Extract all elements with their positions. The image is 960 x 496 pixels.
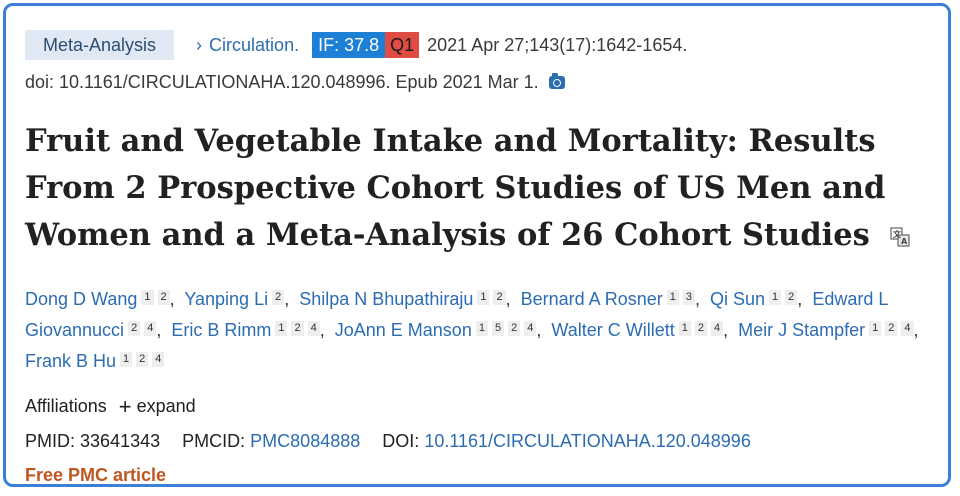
chevron-right-icon: › (196, 34, 203, 55)
doi-epub-text: doi: 10.1161/CIRCULATIONAHA.120.048996. … (25, 71, 539, 92)
doi-row: doi: 10.1161/CIRCULATIONAHA.120.048996. … (25, 70, 565, 94)
affiliation-ref[interactable]: 1 (666, 290, 679, 305)
author-entry: Edward L Giovannucci 2 4, (25, 289, 888, 340)
author-link[interactable]: Dong D Wang (25, 289, 138, 309)
identifier-row: PMID: 33641343 PMCID: PMC8084888 DOI: 10… (25, 431, 751, 452)
author-entry: JoAnn E Manson 1 5 2 4, (335, 320, 547, 340)
affiliation-ref[interactable]: 1 (141, 290, 154, 305)
article-title: Fruit and Vegetable Intake and Mortality… (25, 118, 935, 259)
affiliation-ref[interactable]: 4 (307, 321, 320, 336)
pmid-label: PMID: (25, 431, 76, 451)
author-separator: , (723, 320, 729, 340)
affiliation-ref[interactable]: 4 (152, 352, 165, 367)
author-entry: Bernard A Rosner 1 3, (521, 289, 705, 309)
author-link[interactable]: Yanping Li (184, 289, 269, 309)
impact-factor-badge: IF: 37.8 (312, 32, 386, 58)
author-separator: , (913, 320, 919, 340)
pmcid-label: PMCID: (182, 431, 246, 451)
author-link[interactable]: Eric B Rimm (171, 320, 272, 340)
affiliation-ref[interactable]: 4 (901, 321, 914, 336)
translate-icon[interactable]: 文 A (890, 227, 911, 247)
author-separator: , (536, 320, 542, 340)
affiliation-ref[interactable]: 1 (475, 321, 488, 336)
affiliation-ref[interactable]: 2 (785, 290, 798, 305)
svg-text:A: A (901, 237, 908, 246)
author-separator: , (797, 289, 803, 309)
author-entry: Dong D Wang 1 2, (25, 289, 180, 309)
affiliations-toggle[interactable]: Affiliations + expand (25, 393, 196, 419)
author-link[interactable]: Bernard A Rosner (520, 289, 663, 309)
author-separator: , (284, 289, 290, 309)
author-separator: , (694, 289, 700, 309)
affiliation-ref[interactable]: 4 (144, 321, 157, 336)
camera-icon[interactable] (548, 72, 565, 89)
author-entry: Walter C Willett 1 2 4, (551, 320, 733, 340)
plus-icon: + (118, 393, 132, 419)
pmcid-link[interactable]: PMC8084888 (250, 431, 361, 451)
affiliation-ref[interactable]: 2 (508, 321, 521, 336)
affiliation-ref[interactable]: 3 (682, 290, 695, 305)
affiliations-label: Affiliations (25, 396, 107, 416)
author-link[interactable]: Frank B Hu (25, 351, 117, 371)
expand-label: expand (136, 396, 196, 416)
affiliation-ref[interactable]: 1 (869, 321, 882, 336)
content-frame (3, 3, 951, 487)
pmid-value: 33641343 (80, 431, 161, 451)
author-link[interactable]: Shilpa N Bhupathiraju (299, 289, 474, 309)
affiliation-ref[interactable]: 2 (694, 321, 707, 336)
affiliation-ref[interactable]: 2 (885, 321, 898, 336)
doi-link[interactable]: 10.1161/CIRCULATIONAHA.120.048996 (424, 431, 751, 451)
affiliation-ref[interactable]: 1 (275, 321, 288, 336)
affiliation-ref[interactable]: 1 (120, 352, 133, 367)
author-link[interactable]: Edward L Giovannucci (25, 289, 888, 340)
affiliation-ref[interactable]: 2 (291, 321, 304, 336)
affiliation-ref[interactable]: 1 (678, 321, 691, 336)
article-title-text: Fruit and Vegetable Intake and Mortality… (25, 123, 886, 253)
affiliation-ref[interactable]: 2 (272, 290, 285, 305)
quartile-badge: Q1 (385, 32, 420, 58)
author-entry: Qi Sun 1 2, (710, 289, 807, 309)
affiliation-ref[interactable]: 2 (493, 290, 506, 305)
author-entry: Frank B Hu 1 2 4 (25, 351, 165, 371)
author-link[interactable]: JoAnn E Manson (334, 320, 472, 340)
affiliation-ref[interactable]: 2 (128, 321, 141, 336)
author-link[interactable]: Qi Sun (710, 289, 766, 309)
author-entry: Eric B Rimm 1 2 4, (171, 320, 329, 340)
affiliation-ref[interactable]: 5 (491, 321, 505, 336)
journal-link[interactable]: Circulation. (209, 34, 300, 55)
author-link[interactable]: Meir J Stampfer (738, 320, 866, 340)
free-pmc-article-badge[interactable]: Free PMC article (25, 465, 167, 485)
affiliation-ref[interactable]: 4 (710, 321, 724, 336)
affiliation-ref[interactable]: 4 (524, 321, 537, 336)
doi-label: DOI: (382, 431, 420, 451)
author-separator: , (505, 289, 511, 309)
affiliation-ref[interactable]: 1 (477, 290, 490, 305)
author-list: Dong D Wang 1 2, Yanping Li 2, Shilpa N Bhu… (25, 284, 940, 377)
affiliation-ref[interactable]: 2 (136, 352, 149, 367)
citation-details: 2021 Apr 27;143(17):1642-1654. (427, 34, 688, 55)
author-separator: , (319, 320, 325, 340)
affiliation-ref[interactable]: 1 (769, 290, 782, 305)
citation-row: Meta-Analysis › Circulation. IF: 37.8 Q1… (25, 30, 687, 60)
author-entry: Yanping Li 2, (184, 289, 294, 309)
author-link[interactable]: Walter C Willett (551, 320, 675, 340)
article-type-badge[interactable]: Meta-Analysis (25, 30, 175, 60)
author-entry: Meir J Stampfer 1 2 4, (738, 320, 923, 340)
svg-text:文: 文 (893, 229, 902, 239)
author-separator: , (156, 320, 162, 340)
author-entry: Shilpa N Bhupathiraju 1 2, (299, 289, 515, 309)
affiliation-ref[interactable]: 2 (157, 290, 170, 305)
author-separator: , (169, 289, 175, 309)
